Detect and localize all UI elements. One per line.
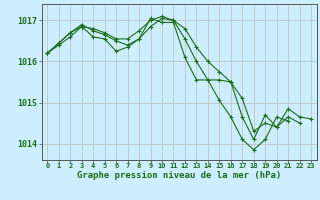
X-axis label: Graphe pression niveau de la mer (hPa): Graphe pression niveau de la mer (hPa) <box>77 171 281 180</box>
